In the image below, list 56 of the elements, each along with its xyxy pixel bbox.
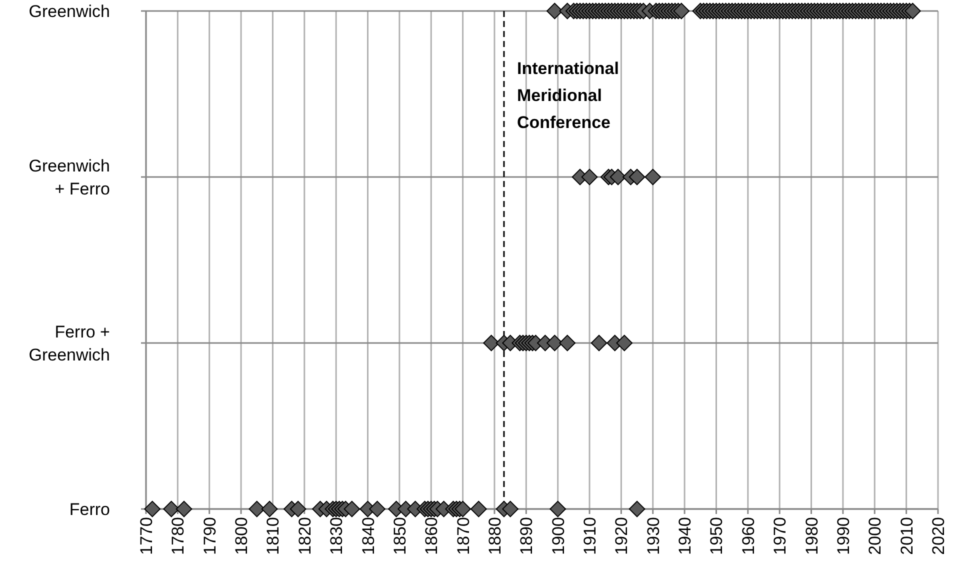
point — [290, 500, 306, 518]
x-tick-label: 1770 — [137, 517, 156, 555]
x-tick-label: 1860 — [422, 517, 442, 555]
point — [470, 500, 487, 518]
point — [550, 500, 566, 518]
point — [628, 168, 646, 186]
point — [628, 500, 646, 518]
point — [502, 500, 518, 518]
x-tick-label: 1840 — [358, 517, 378, 555]
x-tick-label: 1850 — [390, 517, 410, 555]
x-tick-label: 1780 — [168, 517, 188, 555]
x-tick-label: 1910 — [580, 517, 600, 555]
x-tick-label: 1870 — [454, 517, 473, 555]
x-tick-label: 1830 — [327, 517, 346, 555]
x-tick-label: 1980 — [802, 517, 822, 555]
point — [581, 168, 598, 186]
x-tick-label: 1940 — [676, 517, 695, 555]
x-tick-label: 2010 — [897, 517, 916, 555]
x-tick-label: 1880 — [485, 517, 504, 555]
point — [483, 334, 500, 352]
x-tick-label: 1820 — [295, 517, 314, 555]
y-tick-label: Ferro — [69, 500, 110, 519]
x-tick-label: 1920 — [612, 517, 632, 555]
x-tick-label: 1800 — [232, 517, 252, 555]
y-tick-label: Greenwich + Ferro — [28, 156, 110, 198]
point — [610, 168, 626, 186]
point — [176, 500, 192, 518]
x-tick-label: 1900 — [548, 517, 568, 555]
x-tick-label: 1970 — [770, 517, 790, 555]
point — [546, 2, 563, 20]
point — [344, 500, 360, 518]
point — [673, 2, 690, 20]
x-tick-label: 1930 — [644, 517, 663, 555]
point — [144, 500, 161, 518]
point — [590, 334, 608, 352]
x-tick-label: 1950 — [707, 517, 726, 555]
x-tick-label: 1960 — [738, 517, 758, 555]
point — [559, 334, 576, 352]
point — [163, 500, 180, 518]
point — [261, 500, 278, 518]
point — [369, 500, 386, 518]
point — [454, 500, 471, 518]
x-tick-label: 2000 — [866, 517, 885, 555]
x-tick-label: 1890 — [517, 517, 536, 555]
point — [248, 500, 266, 518]
point — [546, 334, 563, 352]
y-tick-label: Greenwich — [28, 2, 110, 21]
ref-line-label: International Meridional Conference — [516, 59, 619, 132]
x-tick-label: 1990 — [834, 517, 853, 555]
point — [644, 168, 662, 186]
point — [616, 334, 633, 352]
x-tick-label: 2020 — [929, 517, 948, 555]
x-tick-label: 1790 — [200, 517, 220, 555]
y-tick-label: Ferro + Greenwich — [28, 322, 110, 364]
x-tick-label: 1810 — [264, 517, 283, 555]
point — [904, 2, 921, 20]
